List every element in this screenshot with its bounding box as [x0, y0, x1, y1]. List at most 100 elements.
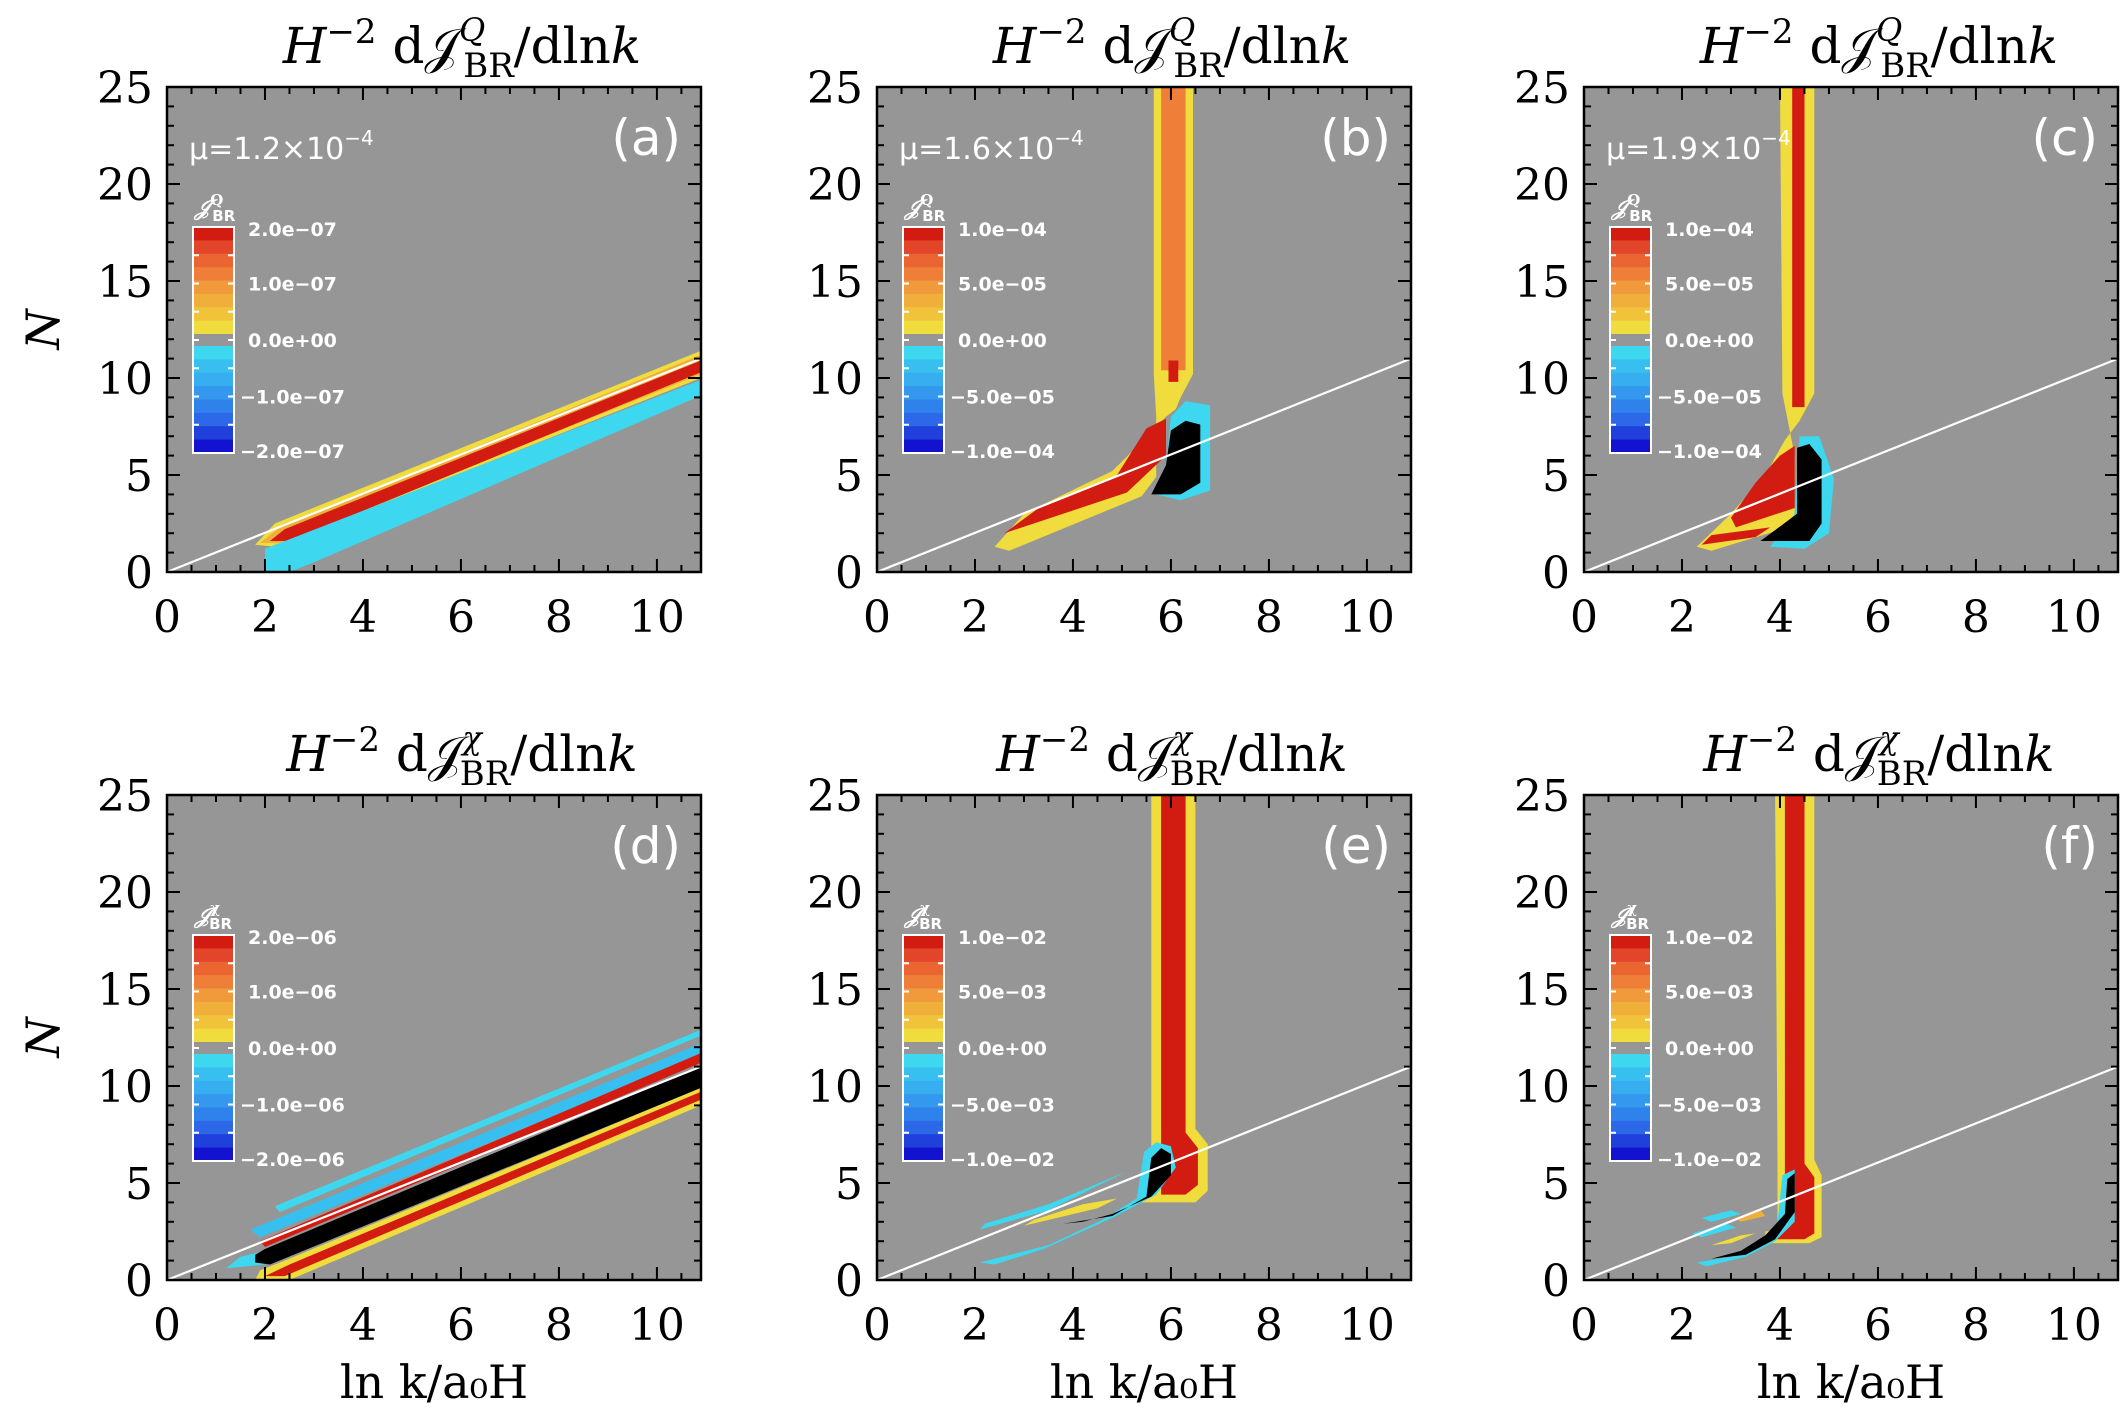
y-axis-label: N [16, 308, 70, 351]
colorbar-tick-label: 1.0e−07 [248, 274, 337, 296]
colorbar-tick-label: 2.0e−07 [248, 219, 337, 241]
colorbar-band [193, 359, 234, 374]
colorbar-band [193, 1080, 234, 1095]
colorbar-band [903, 346, 944, 360]
colorbar-band [903, 320, 944, 335]
panel-c: 𝒥Q BR 1.0e−04 5.0e−05 0.0e+00 −5.0e−05 −1.0e−0… [1514, 11, 2120, 643]
colorbar-tick-label: −2.0e−07 [240, 441, 345, 463]
panel-title: H−2 d𝒥χ BR/dlnk [995, 719, 1347, 794]
x-axis-label: ln k/a₀H [1050, 1355, 1238, 1409]
panel-e: 𝒥χ BR 1.0e−02 5.0e−03 0.0e+00 −5.0e−03 −1.0e−0… [807, 719, 1413, 1409]
x-tick-label: 8 [1962, 592, 1990, 643]
x-tick-label: 6 [1157, 1300, 1185, 1351]
contour-region-black [1063, 1148, 1171, 1224]
title-exponent: −2 [1040, 720, 1090, 760]
colorbar-band [193, 293, 234, 308]
y-tick-label: 25 [97, 771, 153, 822]
mu-annotation: μ=1.2×10−4 [189, 126, 374, 167]
title-superscript: Q [1876, 11, 1902, 49]
axes: 0 2 4 6 8 10 0 5 10 15 20 25 [1514, 771, 2120, 1351]
title-H: H [1702, 725, 1748, 783]
colorbar-band [193, 1001, 234, 1016]
colorbar-band [903, 1015, 944, 1030]
colorbar-band [903, 386, 944, 400]
x-tick-label: 0 [1570, 592, 1598, 643]
y-tick-label: 10 [1514, 354, 1570, 405]
colorbar: 𝒥χ BR 1.0e−02 5.0e−03 0.0e+00 −5.0e−03 −1.0e−0… [902, 899, 1055, 1171]
y-tick-label: 15 [1514, 257, 1570, 308]
colorbar-title: 𝒥Q BR [903, 191, 946, 225]
colorbar-band [193, 975, 234, 989]
title-dJ: d𝒥 [1797, 725, 1887, 783]
y-tick-label: 0 [125, 1256, 153, 1307]
title-dlnk: /dln [1220, 725, 1317, 783]
colorbar-band [903, 975, 944, 989]
colorbar-tick-label: −2.0e−06 [240, 1149, 345, 1171]
axes: 0 2 4 6 8 10 0 5 10 15 20 25 [807, 771, 1413, 1351]
y-tick-label: 25 [1514, 771, 1570, 822]
colorbar-band [1610, 1094, 1651, 1108]
colorbar-tick-label: 1.0e−04 [1665, 219, 1754, 241]
diagonal-line [167, 1065, 701, 1280]
colorbar-band [1610, 293, 1651, 308]
colorbar-tick-label: −1.0e−07 [240, 387, 345, 409]
colorbar-band [1610, 346, 1651, 360]
x-tick-label: 0 [863, 1300, 891, 1351]
diagonal-line [877, 357, 1411, 572]
colorbar-band [1610, 1015, 1651, 1030]
colorbar-tick-label: −1.0e−02 [1657, 1149, 1762, 1171]
colorbar-band [903, 1094, 944, 1108]
y-tick-label: 25 [807, 771, 863, 822]
colorbar-band [903, 267, 944, 281]
x-tick-label: 6 [1864, 592, 1892, 643]
title-superscript: Q [1169, 11, 1195, 49]
title-dlnk: /dln [1931, 17, 2028, 75]
axes-frame [165, 85, 703, 574]
title-H: H [285, 725, 331, 783]
contour-region-black [255, 1066, 701, 1265]
colorbar-title: 𝒥χ BR [903, 899, 942, 933]
y-tick-label: 25 [97, 63, 153, 114]
title-subscript: BR [1877, 754, 1929, 794]
colorbar-band [1610, 1001, 1651, 1016]
colorbar-tick-label: 2.0e−06 [248, 927, 337, 949]
x-axis-label: ln k/a₀H [1757, 1355, 1945, 1409]
x-tick-label: 6 [447, 1300, 475, 1351]
x-tick-label: 2 [1668, 592, 1696, 643]
colorbar-band [903, 1067, 944, 1082]
colorbar-band [193, 399, 234, 414]
axes-frame [875, 85, 1413, 574]
contour-region-pos1 [1711, 1233, 1756, 1246]
colorbar-band [193, 426, 234, 441]
y-tick-label: 10 [1514, 1062, 1570, 1113]
mu-annotation: μ=1.9×10−4 [1606, 126, 1791, 167]
y-tick-label: 20 [97, 160, 153, 211]
title-k: k [607, 725, 637, 783]
panel-title: H−2 d𝒥Q BR/dlnk [1699, 11, 2058, 86]
colorbar-band [1610, 227, 1651, 241]
contour-region-pos5 [1161, 87, 1186, 371]
title-dJ: d𝒥 [1090, 725, 1180, 783]
colorbar-band [1610, 948, 1651, 963]
y-tick-label: 20 [807, 160, 863, 211]
colorbar-band [193, 935, 234, 949]
colorbar-title: 𝒥χ BR [193, 899, 232, 933]
colorbar-tick-label: 0.0e+00 [958, 330, 1047, 352]
title-dlnk: /dln [510, 725, 607, 783]
colorbar-band [1610, 240, 1651, 255]
y-tick-label: 10 [807, 1062, 863, 1113]
x-tick-label: 4 [1059, 1300, 1087, 1351]
colorbar-title-sup: Q [1627, 191, 1640, 209]
panel-b: 𝒥Q BR 1.0e−04 5.0e−05 0.0e+00 −5.0e−05 −1.0e−0… [807, 11, 1413, 643]
colorbar-title-sub: BR [1629, 207, 1652, 225]
contour-region-pos8 [1770, 795, 1815, 1240]
title-k: k [1321, 17, 1351, 75]
colorbar-band [1610, 1067, 1651, 1082]
colorbar-band [903, 253, 944, 268]
y-tick-label: 10 [97, 1062, 153, 1113]
colorbar-zero-band [903, 1042, 944, 1054]
title-exponent: −2 [1743, 12, 1793, 52]
title-k: k [1317, 725, 1347, 783]
contour-region-neg2 [250, 1043, 701, 1238]
panel-f: 𝒥χ BR 1.0e−02 5.0e−03 0.0e+00 −5.0e−03 −1.0e−0… [1514, 719, 2120, 1409]
